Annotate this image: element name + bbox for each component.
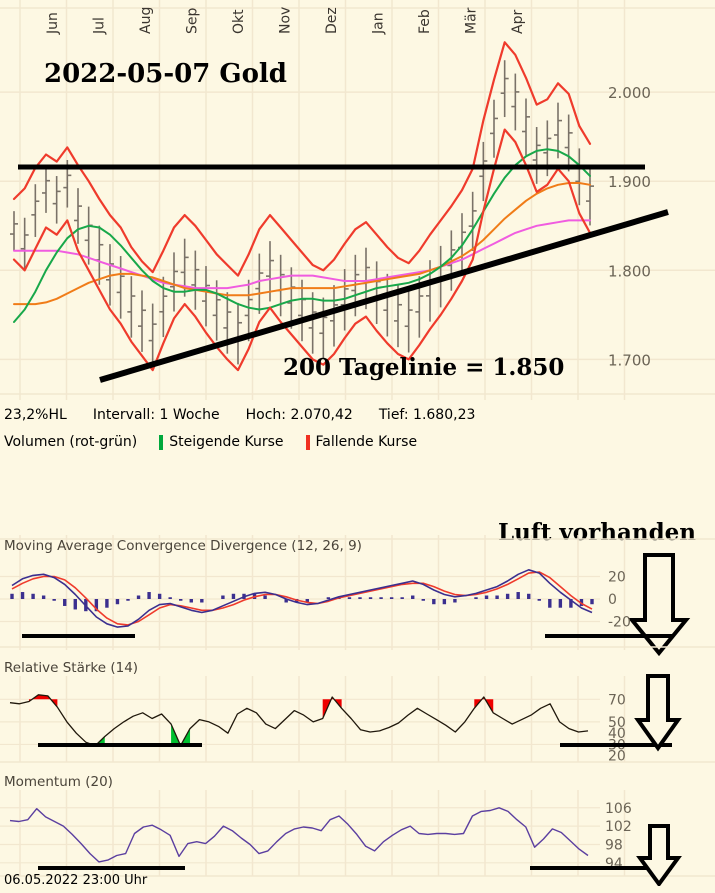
svg-text:Feb: Feb: [417, 9, 433, 34]
support-trendline: [99, 209, 669, 383]
rsi-panel: Relative Stärke (14) 7050403020: [0, 658, 715, 768]
momentum-arrow-group: [636, 824, 682, 886]
svg-text:Apr: Apr: [510, 10, 526, 34]
svg-text:Okt: Okt: [231, 9, 247, 34]
low-label: Tief: 1.680,23: [378, 407, 476, 423]
high-label: Hoch: 2.070,42: [245, 407, 353, 423]
svg-text:Dez: Dez: [324, 7, 340, 34]
month-labels: Jun Jul Aug Sep Okt Nov Dez Jan Feb Mär Apr: [45, 7, 526, 35]
svg-text:98: 98: [605, 837, 623, 853]
svg-text:Jan: Jan: [371, 12, 387, 35]
svg-text:1.700: 1.700: [608, 351, 651, 369]
svg-text:-20: -20: [608, 615, 631, 631]
svg-text:0: 0: [608, 592, 617, 608]
svg-text:20: 20: [608, 570, 626, 586]
svg-text:1.900: 1.900: [608, 173, 651, 191]
macd-panel: Moving Average Convergence Divergence (1…: [0, 535, 715, 650]
rsi-gridlines: [0, 676, 715, 763]
main-price-svg: Jun Jul Aug Sep Okt Nov Dez Jan Feb Mär Apr 2.000 1…: [0, 0, 715, 400]
down-arrow-icon: [627, 553, 691, 657]
timestamp-label: 06.05.2022 23:00 Uhr: [4, 873, 148, 888]
page-title: 2022-05-07 Gold: [44, 59, 287, 89]
svg-text:1.800: 1.800: [608, 262, 651, 280]
svg-text:Nov: Nov: [278, 7, 294, 34]
trendline-annotation: 200 Tagelinie = 1.850: [283, 354, 564, 381]
info-bar: 23,2%HL Intervall: 1 Woche Hoch: 2.070,4…: [0, 402, 715, 462]
interval-label: Intervall: 1 Woche: [92, 407, 220, 423]
price-series: [12, 41, 592, 372]
macd-axis-labels: 20 0 -20: [608, 570, 631, 631]
svg-text:Sep: Sep: [185, 8, 201, 35]
rsi-svg: Relative Stärke (14) 7050403020: [0, 660, 715, 765]
price-axis-labels: 2.000 1.900 1.800 1.700: [608, 84, 651, 369]
down-arrow-icon: [634, 674, 682, 752]
svg-text:40: 40: [608, 726, 626, 742]
macd-title: Moving Average Convergence Divergence (1…: [4, 538, 362, 554]
chart-background: [0, 0, 715, 400]
macd-lines: [11, 569, 593, 628]
svg-text:20: 20: [608, 749, 626, 765]
svg-text:50: 50: [608, 715, 626, 731]
svg-text:70: 70: [608, 692, 626, 708]
momentum-title: Momentum (20): [4, 774, 113, 790]
momentum-panel: Momentum (20) 106 102 98 94: [0, 772, 715, 890]
svg-text:Jul: Jul: [92, 17, 108, 35]
rsi-axis-labels: 7050403020: [608, 692, 626, 764]
hl-percent-label: 23,2%HL: [4, 407, 67, 423]
svg-text:Aug: Aug: [138, 7, 154, 34]
momentum-gridlines: [0, 790, 715, 877]
svg-text:102: 102: [605, 819, 632, 835]
main-gridlines: [0, 0, 715, 400]
svg-text:Jun: Jun: [45, 12, 61, 35]
main-price-panel: Jun Jul Aug Sep Okt Nov Dez Jan Feb Mär Apr 2.000 1…: [0, 0, 715, 400]
svg-text:2.000: 2.000: [608, 84, 651, 102]
svg-text:106: 106: [605, 801, 632, 817]
macd-gridlines: [0, 535, 715, 650]
macd-svg: Moving Average Convergence Divergence (1…: [0, 535, 715, 650]
falling-kurse-label: Fallende Kurse: [315, 434, 418, 450]
down-arrow-icon: [636, 824, 682, 886]
volume-legend-label: Volumen (rot-grün): [4, 434, 138, 450]
rsi-arrow-group: [634, 674, 682, 752]
rising-color-swatch: [159, 434, 164, 450]
svg-text:Mär: Mär: [464, 7, 480, 34]
momentum-line: [9, 807, 589, 863]
falling-color-swatch: [305, 434, 310, 450]
rising-kurse-label: Steigende Kurse: [169, 434, 284, 450]
rsi-title: Relative Stärke (14): [4, 660, 138, 676]
